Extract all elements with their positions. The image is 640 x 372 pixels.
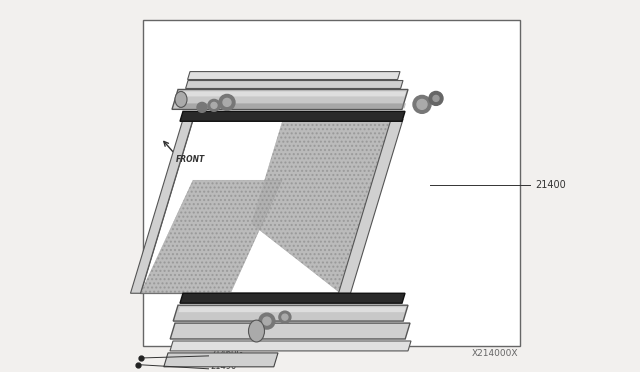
Polygon shape xyxy=(170,323,410,339)
Circle shape xyxy=(219,94,235,110)
Circle shape xyxy=(211,102,217,108)
Polygon shape xyxy=(188,71,400,80)
Polygon shape xyxy=(180,111,405,121)
Circle shape xyxy=(263,317,271,325)
Circle shape xyxy=(413,96,431,113)
Text: 21400: 21400 xyxy=(535,180,566,190)
Polygon shape xyxy=(179,307,406,312)
Polygon shape xyxy=(179,103,406,108)
Circle shape xyxy=(197,102,207,112)
Circle shape xyxy=(429,92,443,105)
Polygon shape xyxy=(186,80,403,89)
Circle shape xyxy=(208,99,220,111)
Polygon shape xyxy=(173,305,408,321)
Polygon shape xyxy=(131,119,193,293)
Polygon shape xyxy=(141,119,393,293)
Polygon shape xyxy=(172,90,408,109)
Circle shape xyxy=(223,99,231,106)
Polygon shape xyxy=(339,119,403,293)
Polygon shape xyxy=(252,119,393,293)
Polygon shape xyxy=(164,353,278,367)
Text: X214000X: X214000X xyxy=(472,349,518,358)
Ellipse shape xyxy=(248,320,264,342)
Circle shape xyxy=(433,96,439,102)
Polygon shape xyxy=(141,180,282,293)
Circle shape xyxy=(259,313,275,329)
Circle shape xyxy=(282,314,288,320)
Ellipse shape xyxy=(175,92,187,108)
Circle shape xyxy=(417,99,427,109)
Text: 21490: 21490 xyxy=(211,362,237,371)
Polygon shape xyxy=(170,341,411,351)
Text: 21460G: 21460G xyxy=(211,349,243,358)
Bar xyxy=(143,20,520,346)
Polygon shape xyxy=(179,92,406,96)
Polygon shape xyxy=(180,293,405,303)
Text: FRONT: FRONT xyxy=(176,155,205,164)
Circle shape xyxy=(279,311,291,323)
